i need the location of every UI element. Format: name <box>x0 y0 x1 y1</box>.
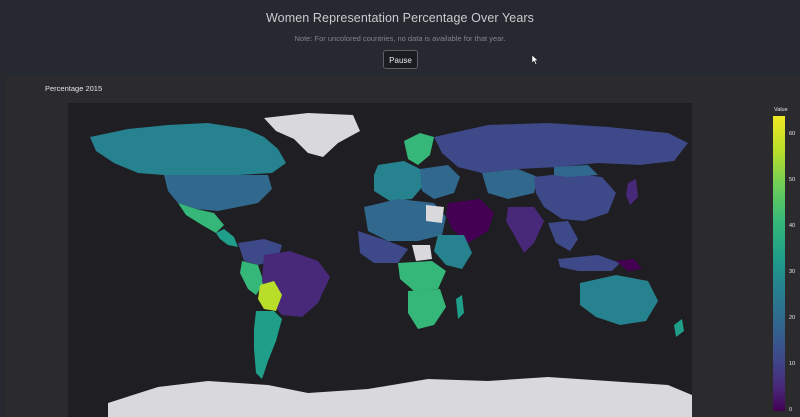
colorbar-tick: 50 <box>789 177 796 183</box>
page-title: Women Representation Percentage Over Yea… <box>265 11 534 25</box>
country-bolivia[interactable] <box>258 281 282 311</box>
country-southern-africa[interactable] <box>408 289 446 329</box>
region-antarctica <box>108 377 692 417</box>
country-russia[interactable] <box>434 123 688 173</box>
country-argentina[interactable] <box>254 311 282 379</box>
country-india[interactable] <box>506 207 544 253</box>
country-papua[interactable] <box>616 259 642 271</box>
country-central-america[interactable] <box>216 229 238 247</box>
colorbar-scale <box>773 116 785 411</box>
world-choropleth-map[interactable] <box>68 103 692 417</box>
country-libya[interactable] <box>426 205 444 223</box>
mouse-pointer-icon <box>532 55 539 65</box>
country-indonesia[interactable] <box>558 255 620 271</box>
header: Women Representation Percentage Over Yea… <box>0 0 800 76</box>
country-west-africa[interactable] <box>358 231 408 263</box>
country-japan[interactable] <box>626 179 638 205</box>
chart-panel: Percentage 2015 <box>6 76 800 417</box>
country-europe-west[interactable] <box>374 161 424 201</box>
country-middle-east[interactable] <box>446 199 494 243</box>
country-australia[interactable] <box>580 275 658 325</box>
country-canada[interactable] <box>90 123 286 175</box>
colorbar-title: Value <box>774 107 788 113</box>
country-usa[interactable] <box>164 175 272 211</box>
pause-button[interactable]: Pause <box>383 50 418 69</box>
country-scandinavia[interactable] <box>404 133 434 165</box>
colorbar-tick: 0 <box>789 407 793 413</box>
country-new-zealand[interactable] <box>674 319 684 337</box>
country-mexico[interactable] <box>178 203 224 233</box>
country-greenland[interactable] <box>264 113 360 157</box>
country-east-africa[interactable] <box>434 235 472 269</box>
country-china[interactable] <box>534 173 616 221</box>
country-sudan[interactable] <box>412 245 432 261</box>
country-mongolia[interactable] <box>554 165 598 177</box>
country-central-asia[interactable] <box>482 169 538 199</box>
colorbar-tick: 40 <box>789 223 796 229</box>
colorbar-tick: 10 <box>789 361 796 367</box>
map-canvas <box>90 113 692 417</box>
chart-title: Percentage 2015 <box>45 84 103 93</box>
colorbar-tick: 60 <box>789 131 796 137</box>
country-europe-east[interactable] <box>420 165 460 199</box>
no-data-note: Note: For uncolored countries, no data i… <box>294 34 506 43</box>
colorbar-tick: 20 <box>789 315 796 321</box>
country-central-africa[interactable] <box>398 261 446 291</box>
colorbar-tick: 30 <box>789 269 796 275</box>
country-peru[interactable] <box>240 261 264 295</box>
country-southeast-asia[interactable] <box>548 221 578 251</box>
country-north-africa[interactable] <box>364 199 446 241</box>
country-madagascar[interactable] <box>456 295 464 319</box>
